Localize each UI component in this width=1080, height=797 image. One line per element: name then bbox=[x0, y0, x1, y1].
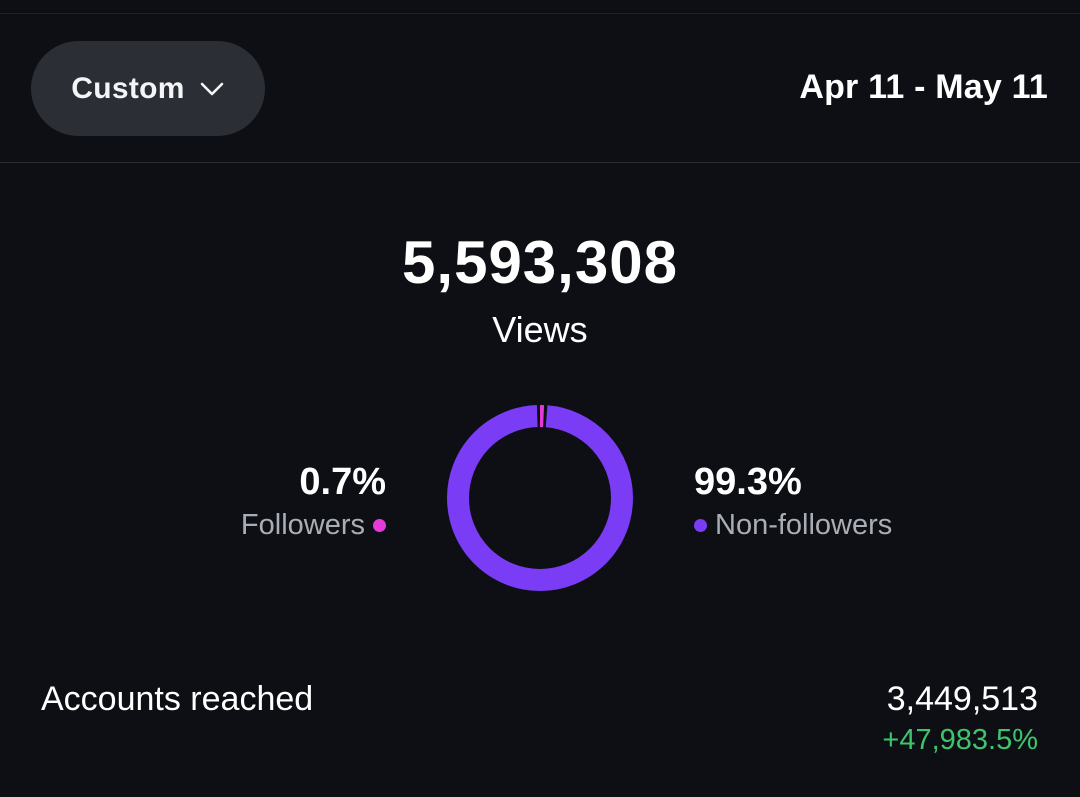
non-followers-percent: 99.3% bbox=[694, 461, 802, 503]
range-selector-label: Custom bbox=[71, 71, 185, 105]
date-range-dropdown-button[interactable]: Custom bbox=[31, 41, 265, 136]
non-followers-legend-label: Non-followers bbox=[715, 509, 893, 541]
views-label: Views bbox=[492, 309, 588, 350]
followers-arc bbox=[447, 405, 633, 591]
views-count: 5,593,308 bbox=[402, 229, 678, 296]
followers-legend: Followers bbox=[241, 508, 386, 542]
accounts-reached-label: Accounts reached bbox=[41, 680, 314, 718]
non-followers-arc bbox=[447, 405, 633, 591]
non-followers-stat: 99.3% Non-followers bbox=[694, 460, 892, 542]
top-divider bbox=[0, 13, 1080, 14]
followers-percent: 0.7% bbox=[299, 461, 386, 503]
date-range-text: Apr 11 - May 11 bbox=[799, 68, 1048, 106]
chevron-down-icon bbox=[200, 82, 224, 95]
audience-donut-chart bbox=[447, 405, 633, 591]
followers-stat: 0.7% Followers bbox=[241, 460, 386, 542]
followers-legend-label: Followers bbox=[240, 509, 365, 541]
non-followers-legend: Non-followers bbox=[694, 508, 892, 542]
non-followers-legend-dot bbox=[694, 518, 707, 532]
accounts-reached-value: 3,449,513 bbox=[886, 680, 1038, 718]
followers-legend-dot bbox=[373, 518, 386, 532]
accounts-reached-change: +47,983.5% bbox=[882, 724, 1038, 756]
section-divider bbox=[0, 162, 1080, 163]
